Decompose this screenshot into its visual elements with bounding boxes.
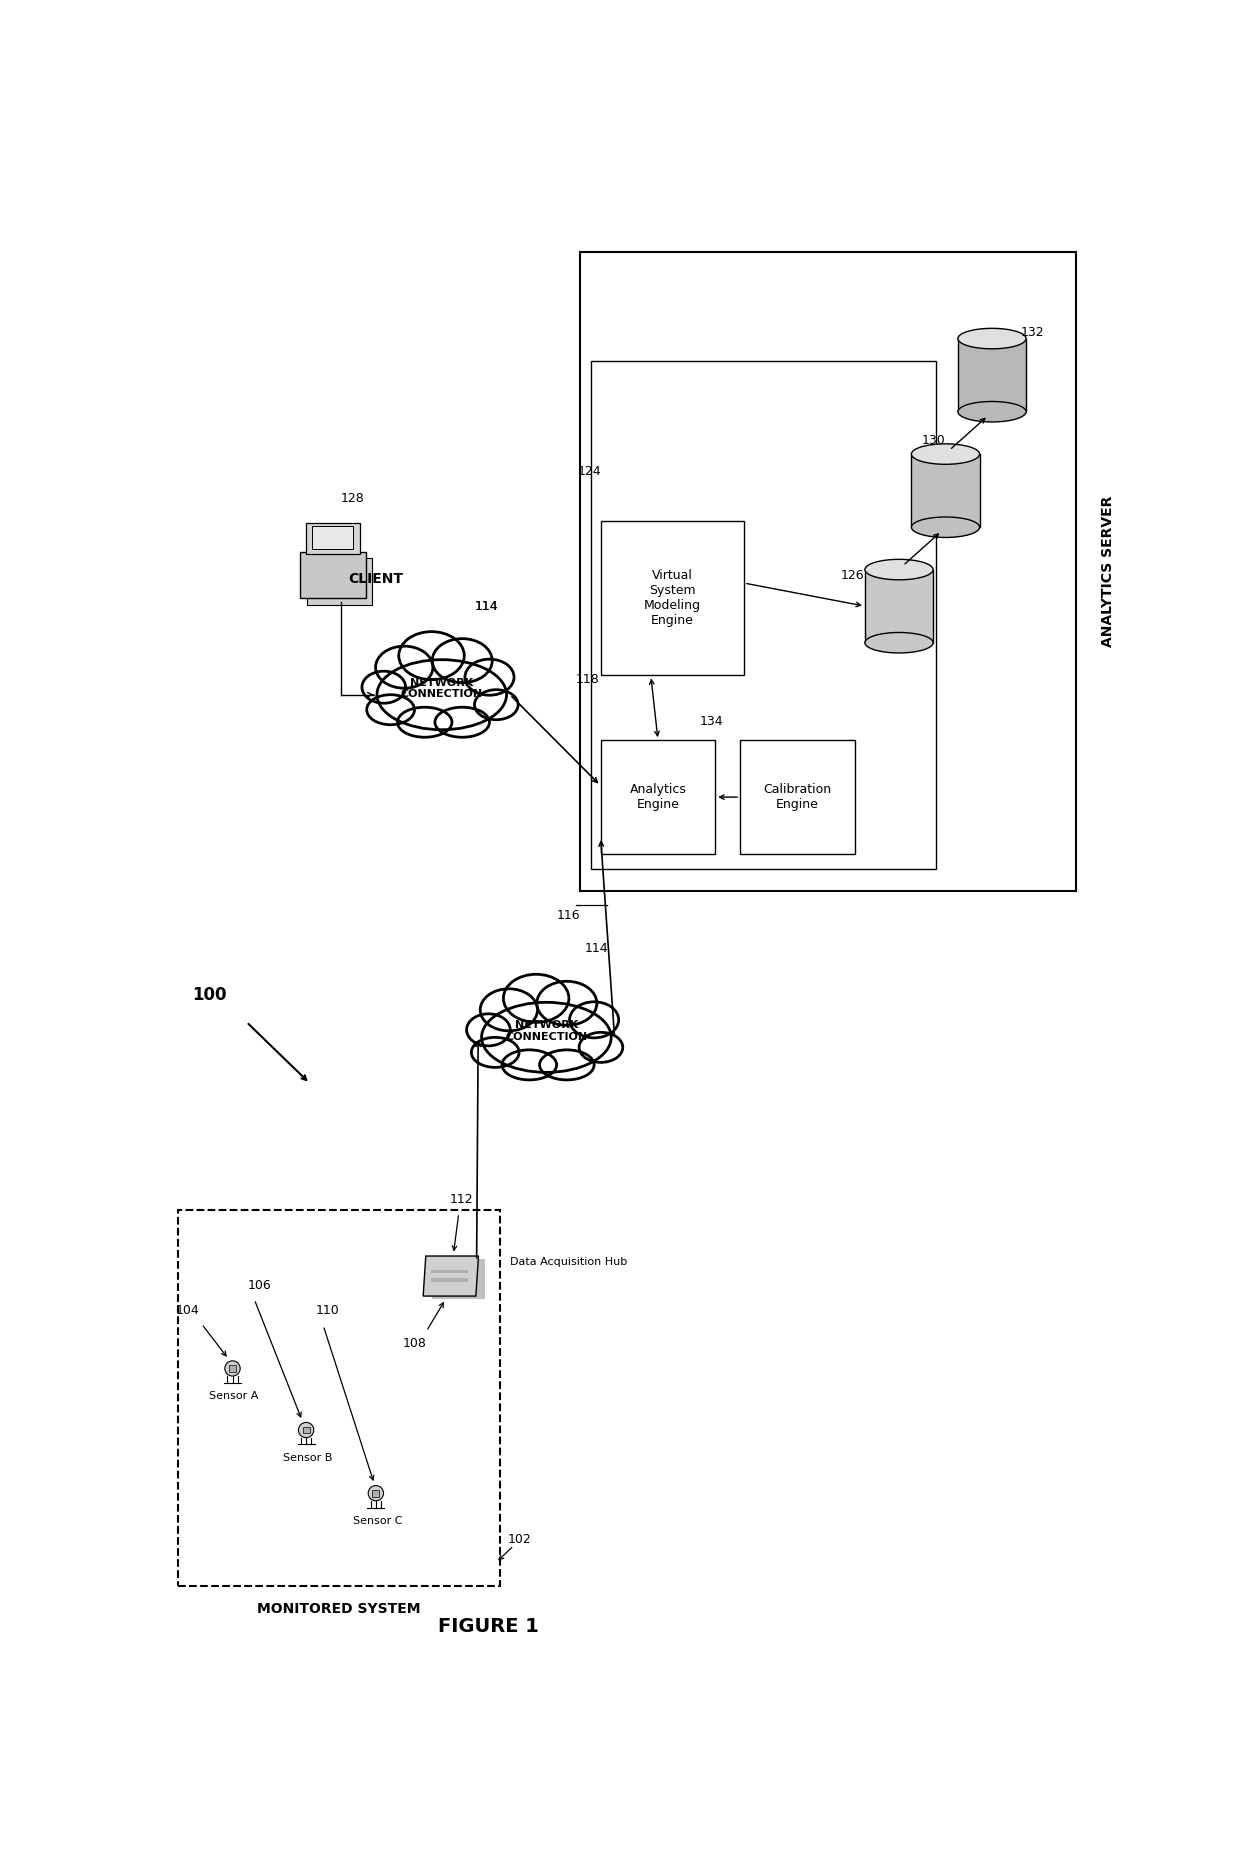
Text: 124: 124 [577,465,601,478]
Ellipse shape [539,1050,594,1080]
FancyBboxPatch shape [179,1209,500,1586]
FancyBboxPatch shape [600,741,715,855]
Bar [432,1269,467,1273]
Bar [303,1427,310,1434]
Ellipse shape [471,1037,520,1067]
Text: Sensor A: Sensor A [210,1391,259,1401]
Bar [957,339,1025,412]
Ellipse shape [866,559,934,579]
Text: NETWORK
CONNECTION: NETWORK CONNECTION [506,1020,588,1043]
Text: 126: 126 [841,568,864,581]
Ellipse shape [433,639,492,682]
Text: CLIENT: CLIENT [348,572,403,587]
Ellipse shape [475,690,518,720]
FancyBboxPatch shape [591,362,936,870]
Text: ANALYTICS SERVER: ANALYTICS SERVER [1101,495,1115,647]
Text: 130: 130 [923,435,946,446]
Ellipse shape [579,1033,622,1063]
Ellipse shape [362,671,405,703]
Circle shape [368,1485,383,1500]
Ellipse shape [480,988,537,1031]
Ellipse shape [957,401,1025,422]
Text: 114: 114 [475,600,498,613]
Ellipse shape [503,975,569,1022]
Ellipse shape [435,707,490,737]
Bar [372,1491,379,1496]
Text: Sensor C: Sensor C [352,1515,402,1526]
FancyBboxPatch shape [740,741,854,855]
Ellipse shape [377,660,506,729]
Text: 110: 110 [316,1305,340,1318]
Text: 114: 114 [585,943,609,954]
FancyBboxPatch shape [580,251,1076,891]
Circle shape [299,1423,314,1438]
Ellipse shape [465,660,515,696]
FancyBboxPatch shape [600,521,744,675]
Ellipse shape [537,981,596,1026]
Text: 100: 100 [192,986,227,1003]
Text: Sensor B: Sensor B [283,1453,332,1462]
Ellipse shape [466,1014,510,1046]
Text: 114: 114 [475,600,498,613]
Ellipse shape [397,707,451,737]
Ellipse shape [376,647,433,688]
Text: 118: 118 [575,673,599,686]
Bar [229,1365,236,1372]
Bar [300,553,366,598]
Text: 102: 102 [507,1534,531,1545]
Ellipse shape [866,632,934,652]
Ellipse shape [911,518,980,538]
Text: Calibration
Engine: Calibration Engine [764,784,832,812]
Text: 106: 106 [248,1279,272,1292]
Text: Analytics
Engine: Analytics Engine [630,784,687,812]
Text: 104: 104 [176,1305,200,1318]
Text: NETWORK
CONNECTION: NETWORK CONNECTION [401,677,482,699]
Ellipse shape [367,696,414,726]
Text: 116: 116 [557,909,580,922]
Bar [311,527,353,549]
Polygon shape [423,1256,479,1296]
Bar [432,1279,467,1282]
Bar [306,559,372,604]
Polygon shape [432,1258,485,1299]
Text: Virtual
System
Modeling
Engine: Virtual System Modeling Engine [644,570,701,628]
Text: 112: 112 [449,1192,472,1206]
Ellipse shape [569,1001,619,1039]
Bar [866,570,934,643]
Bar [306,523,361,553]
Ellipse shape [481,1003,611,1072]
Text: 128: 128 [341,491,365,504]
Text: FIGURE 1: FIGURE 1 [438,1616,538,1635]
Text: MONITORED SYSTEM: MONITORED SYSTEM [258,1601,420,1616]
Ellipse shape [911,444,980,465]
Text: 134: 134 [699,714,723,728]
Text: Data Acquisition Hub: Data Acquisition Hub [510,1258,627,1268]
Circle shape [224,1361,241,1376]
Text: 108: 108 [403,1337,427,1350]
Ellipse shape [399,632,464,679]
Ellipse shape [957,328,1025,349]
Ellipse shape [502,1050,557,1080]
Text: 132: 132 [1021,326,1044,339]
Bar [911,454,980,527]
